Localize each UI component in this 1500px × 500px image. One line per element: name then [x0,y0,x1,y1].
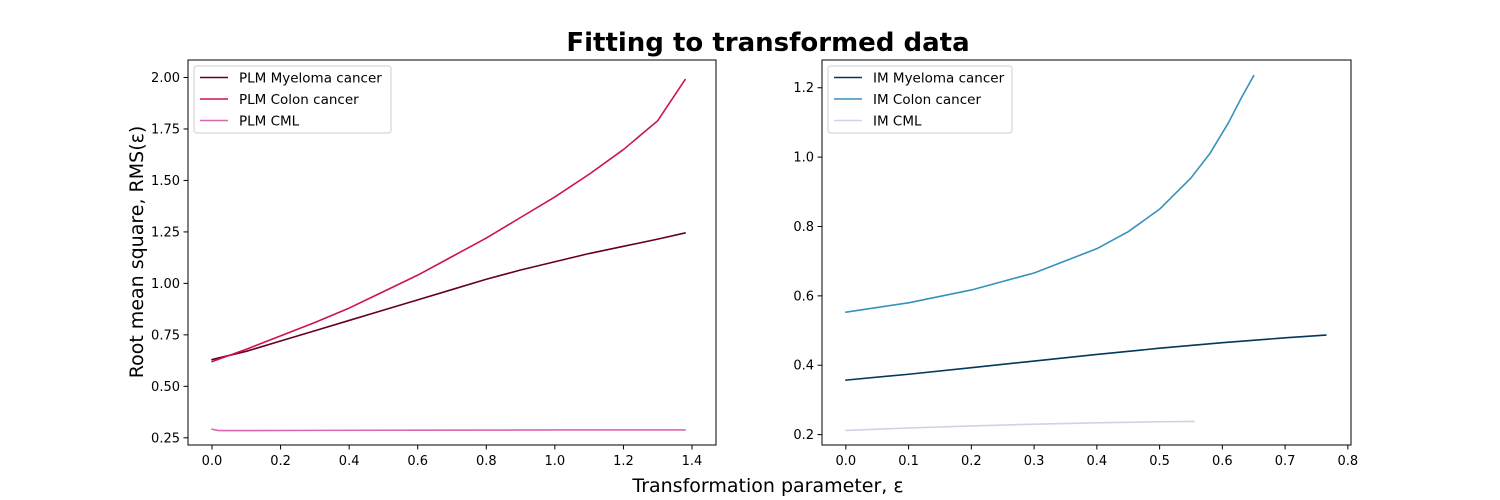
left-y-tick-label: 1.50 [151,174,180,189]
right-axes-frame [821,59,1352,446]
left-series-line-1 [211,232,686,361]
left-x-tick-label: 1.2 [613,454,634,469]
right-x-tick-label: 0.4 [1087,454,1108,469]
right-x-tick-label: 0.3 [1024,454,1045,469]
left-legend: PLM Myeloma cancer PLM Colon cancer PLM CM… [193,65,392,134]
y-axis-label: Root mean square, RMS(ε) [126,126,148,379]
left-x-tick-label: 0.2 [270,454,291,469]
left-y-tick-label: 0.50 [151,380,180,395]
left-x-tick-label: 1.4 [682,454,703,469]
left-y-tick-label: 1.25 [151,225,180,240]
left-plot-panel: 0.0 0.2 0.4 0.6 0.8 1.0 1.2 1.4 0.25 0.50 0.75 1.00… [151,59,717,469]
right-legend-label-2: IM Colon cancer [873,92,981,108]
right-legend-box [827,65,1013,134]
right-x-tick-label: 0.6 [1212,454,1233,469]
right-y-tick-label: 1.2 [793,81,814,96]
right-x-tick-label: 0.8 [1338,454,1359,469]
left-y-tick-label: 0.75 [151,328,180,343]
right-y-tick-label: 1.0 [793,151,814,166]
right-y-tick-label: 0.6 [793,289,814,304]
left-y-tick-label: 1.75 [151,122,180,137]
left-legend-box [193,65,392,134]
right-series-line-3 [845,420,1195,432]
right-series-line-1 [845,334,1327,381]
left-x-tick-label: 0.6 [407,454,428,469]
right-plot-panel: 0.0 0.1 0.2 0.3 0.4 0.5 0.6 0.7 0.8 0.2 0.4 0.6 0.8 1… [793,59,1359,469]
right-series-line-2 [845,74,1255,313]
right-x-tick-label: 0.0 [836,454,857,469]
left-y-tick-label: 0.25 [151,431,180,446]
left-x-tick-label: 0.4 [339,454,360,469]
left-y-tick-label: 2.00 [151,71,180,86]
left-x-tick-label: 0.0 [202,454,223,469]
left-series-line-2 [211,78,686,363]
right-y-tick-label: 0.2 [793,428,814,443]
right-y-tick-label: 0.4 [793,359,814,374]
right-x-tick-label: 0.2 [961,454,982,469]
left-legend-label-2: PLM Colon cancer [239,92,359,108]
left-axes-frame [187,59,717,446]
figure-title: Fitting to transformed data [566,28,969,58]
left-x-tick-label: 0.8 [476,454,497,469]
left-x-tick-label: 1.0 [545,454,566,469]
left-y-tick-label: 1.00 [151,277,180,292]
left-legend-label-1: PLM Myeloma cancer [239,70,382,86]
right-x-tick-label: 0.5 [1149,454,1170,469]
right-y-tick-label: 0.8 [793,220,814,235]
left-legend-label-3: PLM CML [239,113,300,129]
right-legend-label-3: IM CML [873,113,922,129]
right-x-tick-label: 0.1 [898,454,919,469]
right-x-tick-label: 0.7 [1275,454,1296,469]
left-series-line-3 [211,428,686,432]
right-legend: IM Myeloma cancer IM Colon cancer IM CML [827,65,1013,134]
right-legend-label-1: IM Myeloma cancer [873,70,1005,86]
x-axis-label: Transformation parameter, ε [631,475,903,497]
